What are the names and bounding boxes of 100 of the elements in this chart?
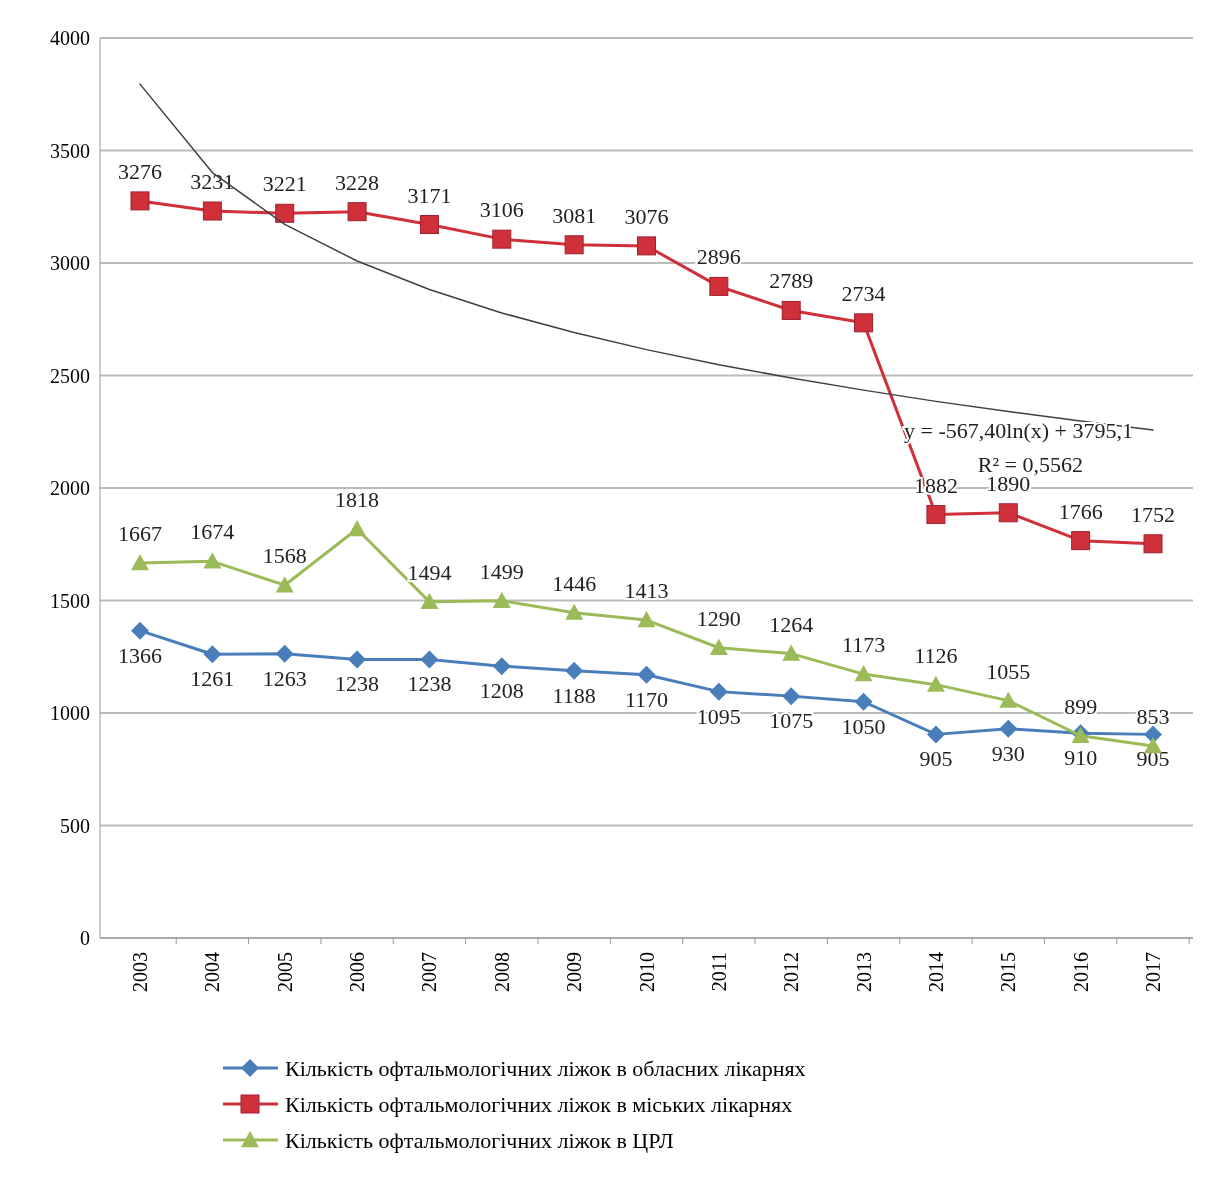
legend-label: Кількість офтальмологічних ліжок в обласних лікарнях bbox=[285, 1055, 806, 1081]
legend-label: Кількість офтальмологічних ліжок в ЦРЛ bbox=[285, 1127, 674, 1153]
point bbox=[565, 603, 584, 620]
data-label: 910 bbox=[1064, 745, 1098, 771]
data-label: 1766 bbox=[1058, 498, 1103, 524]
point bbox=[420, 592, 439, 610]
x-tick-label: 2014 bbox=[924, 952, 947, 992]
data-label: 1752 bbox=[1131, 501, 1175, 527]
data-label: 3171 bbox=[407, 182, 452, 208]
data-label: 2789 bbox=[769, 268, 814, 294]
x-tick-label: 2003 bbox=[129, 952, 151, 992]
data-label: 1188 bbox=[552, 682, 596, 708]
data-label: 1366 bbox=[118, 642, 162, 668]
point bbox=[1143, 534, 1163, 554]
point bbox=[782, 687, 801, 706]
point bbox=[348, 650, 367, 669]
y-tick-label: 3500 bbox=[50, 139, 90, 162]
x-tick-label: 2017 bbox=[1142, 952, 1164, 992]
y-tick-label: 4000 bbox=[50, 27, 90, 49]
y-tick-label: 2000 bbox=[50, 477, 90, 499]
point bbox=[348, 519, 367, 537]
data-label: 1818 bbox=[335, 486, 380, 512]
data-label: 1494 bbox=[407, 559, 452, 585]
point bbox=[999, 719, 1018, 738]
data-label: 905 bbox=[1136, 746, 1170, 772]
annotation: R² = 0,5562 bbox=[977, 452, 1083, 477]
point bbox=[564, 235, 584, 255]
data-label: 3228 bbox=[335, 169, 380, 195]
point bbox=[347, 202, 367, 222]
point bbox=[854, 692, 873, 711]
x-tick-label: 2016 bbox=[1069, 952, 1092, 992]
point bbox=[275, 644, 294, 663]
point bbox=[782, 644, 801, 661]
point bbox=[420, 650, 439, 669]
data-label: 1238 bbox=[407, 671, 452, 697]
data-label: 1170 bbox=[624, 686, 669, 712]
point bbox=[637, 611, 656, 628]
x-tick-label: 2009 bbox=[563, 952, 586, 992]
point bbox=[926, 675, 945, 692]
data-label: 2896 bbox=[696, 244, 741, 270]
data-label: 1263 bbox=[262, 665, 307, 691]
point bbox=[492, 657, 511, 676]
point bbox=[419, 215, 439, 235]
point bbox=[781, 300, 801, 320]
point bbox=[1071, 531, 1091, 551]
data-label: 1290 bbox=[696, 605, 741, 631]
data-label: 1075 bbox=[769, 708, 814, 734]
data-label: 1667 bbox=[118, 520, 162, 546]
data-label: 905 bbox=[919, 746, 953, 772]
data-label: 1264 bbox=[769, 611, 814, 637]
x-tick-label: 2006 bbox=[346, 952, 369, 992]
point bbox=[926, 725, 945, 744]
data-label: 1095 bbox=[696, 703, 741, 729]
data-label: 3106 bbox=[479, 197, 524, 223]
x-tick-label: 2012 bbox=[780, 952, 803, 992]
point bbox=[709, 276, 729, 296]
point bbox=[492, 229, 512, 249]
x-tick-label: 2015 bbox=[997, 952, 1020, 992]
data-label: 1413 bbox=[624, 578, 669, 604]
x-tick-label: 2004 bbox=[201, 952, 224, 992]
point bbox=[854, 665, 873, 682]
data-label: 3221 bbox=[262, 171, 307, 197]
point bbox=[637, 236, 656, 256]
point bbox=[203, 552, 222, 569]
data-label: 1055 bbox=[986, 658, 1031, 684]
x-tick-label: 2010 bbox=[635, 952, 658, 992]
point bbox=[275, 203, 295, 223]
point bbox=[999, 691, 1018, 708]
point bbox=[565, 661, 584, 680]
data-label: 2734 bbox=[841, 280, 886, 306]
point bbox=[926, 505, 946, 525]
point bbox=[709, 638, 728, 655]
x-tick-label: 2011 bbox=[707, 952, 730, 992]
data-label: 899 bbox=[1064, 693, 1098, 719]
point bbox=[709, 682, 728, 701]
data-label: 853 bbox=[1136, 704, 1170, 730]
data-label: 1568 bbox=[262, 543, 307, 569]
data-label: 3076 bbox=[624, 203, 669, 229]
point bbox=[998, 503, 1018, 523]
point bbox=[492, 591, 511, 608]
point bbox=[275, 576, 294, 593]
y-tick-label: 2500 bbox=[50, 364, 90, 387]
data-label: 3081 bbox=[552, 202, 597, 228]
y-tick-label: 1000 bbox=[50, 702, 90, 724]
data-label: 3276 bbox=[118, 158, 162, 184]
y-tick-label: 0 bbox=[80, 927, 90, 949]
point bbox=[131, 621, 149, 640]
point bbox=[1144, 725, 1162, 744]
data-label: 1050 bbox=[841, 713, 886, 739]
point bbox=[854, 313, 874, 333]
data-label: 1173 bbox=[841, 632, 886, 658]
point bbox=[130, 191, 150, 211]
y-tick-label: 3000 bbox=[50, 252, 90, 274]
point bbox=[203, 645, 222, 664]
y-tick-label: 1500 bbox=[50, 589, 90, 612]
data-label: 1208 bbox=[479, 678, 524, 704]
point bbox=[202, 201, 222, 221]
point bbox=[637, 665, 656, 684]
data-label: 1446 bbox=[552, 570, 597, 596]
point bbox=[131, 553, 149, 571]
